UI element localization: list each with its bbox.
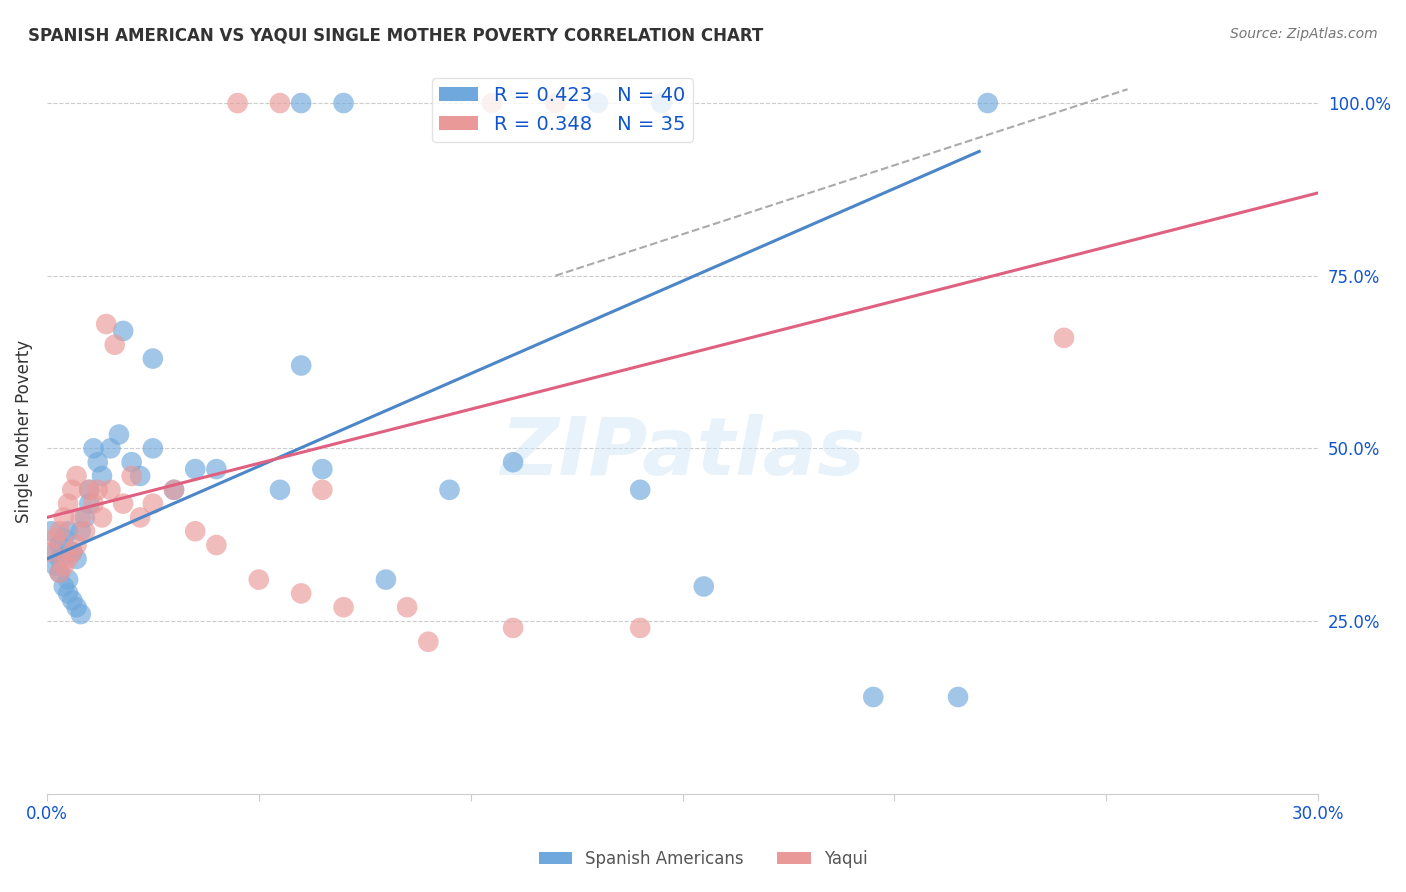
Point	[39, 545, 62, 559]
Point	[226, 96, 249, 111]
Point	[184, 524, 207, 539]
Point	[205, 462, 228, 476]
Point	[56, 552, 79, 566]
Point	[48, 524, 70, 539]
Point	[48, 552, 70, 566]
Point	[332, 600, 354, 615]
Point	[77, 483, 100, 497]
Point	[112, 324, 135, 338]
Point	[48, 566, 70, 580]
Point	[977, 96, 1000, 111]
Point	[290, 586, 312, 600]
Point	[290, 359, 312, 373]
Point	[269, 483, 291, 497]
Point	[502, 621, 524, 635]
Point	[544, 96, 567, 111]
Point	[73, 510, 96, 524]
Point	[91, 510, 114, 524]
Point	[100, 442, 122, 456]
Point	[52, 510, 75, 524]
Point	[69, 510, 91, 524]
Point	[52, 531, 75, 545]
Point	[73, 524, 96, 539]
Point	[108, 427, 131, 442]
Point	[129, 469, 152, 483]
Point	[69, 607, 91, 621]
Point	[65, 600, 87, 615]
Point	[91, 469, 114, 483]
Point	[374, 573, 396, 587]
Point	[44, 531, 66, 545]
Point	[60, 545, 83, 559]
Point	[100, 483, 122, 497]
Point	[481, 96, 503, 111]
Text: ZIPatlas: ZIPatlas	[501, 414, 865, 491]
Point	[56, 524, 79, 539]
Point	[56, 497, 79, 511]
Point	[121, 469, 143, 483]
Point	[142, 351, 165, 366]
Point	[628, 483, 651, 497]
Point	[104, 338, 127, 352]
Point	[247, 573, 270, 587]
Point	[69, 524, 91, 539]
Point	[418, 634, 440, 648]
Text: Source: ZipAtlas.com: Source: ZipAtlas.com	[1230, 27, 1378, 41]
Point	[77, 497, 100, 511]
Point	[142, 497, 165, 511]
Point	[311, 462, 333, 476]
Point	[129, 510, 152, 524]
Point	[184, 462, 207, 476]
Point	[83, 442, 105, 456]
Point	[83, 497, 105, 511]
Point	[60, 545, 83, 559]
Legend: R = 0.423    N = 40, R = 0.348    N = 35: R = 0.423 N = 40, R = 0.348 N = 35	[432, 78, 693, 142]
Point	[65, 552, 87, 566]
Point	[1053, 331, 1076, 345]
Point	[77, 483, 100, 497]
Point	[112, 497, 135, 511]
Point	[693, 579, 716, 593]
Point	[628, 621, 651, 635]
Point	[52, 558, 75, 573]
Point	[311, 483, 333, 497]
Point	[56, 586, 79, 600]
Point	[332, 96, 354, 111]
Point	[87, 483, 110, 497]
Point	[48, 566, 70, 580]
Point	[60, 593, 83, 607]
Point	[862, 690, 884, 704]
Point	[163, 483, 186, 497]
Point	[65, 469, 87, 483]
Point	[142, 442, 165, 456]
Point	[44, 558, 66, 573]
Point	[48, 538, 70, 552]
Point	[396, 600, 419, 615]
Point	[502, 455, 524, 469]
Point	[52, 579, 75, 593]
Point	[96, 317, 118, 331]
Point	[163, 483, 186, 497]
Text: SPANISH AMERICAN VS YAQUI SINGLE MOTHER POVERTY CORRELATION CHART: SPANISH AMERICAN VS YAQUI SINGLE MOTHER …	[28, 27, 763, 45]
Point	[65, 538, 87, 552]
Point	[586, 96, 609, 111]
Point	[290, 96, 312, 111]
Point	[44, 545, 66, 559]
Point	[39, 524, 62, 539]
Point	[60, 483, 83, 497]
Point	[56, 573, 79, 587]
Point	[946, 690, 969, 704]
Legend: Spanish Americans, Yaqui: Spanish Americans, Yaqui	[531, 844, 875, 875]
Y-axis label: Single Mother Poverty: Single Mother Poverty	[15, 340, 32, 523]
Point	[121, 455, 143, 469]
Point	[650, 96, 672, 111]
Point	[87, 455, 110, 469]
Point	[205, 538, 228, 552]
Point	[269, 96, 291, 111]
Point	[439, 483, 461, 497]
